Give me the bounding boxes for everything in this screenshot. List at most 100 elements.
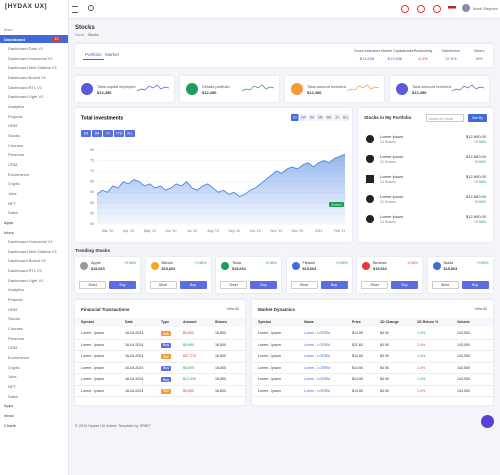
nav-item[interactable]: Personal [0,151,68,159]
message-icon[interactable] [417,5,425,13]
nav-item[interactable]: Stocks [0,315,68,323]
trending-icon [221,262,229,270]
table-cell: Lorem - Ipsum [81,388,105,393]
nav-item[interactable]: Courses [0,141,68,149]
period-button[interactable] [125,130,135,137]
short-button[interactable]: Short [361,281,388,289]
nav-item[interactable]: Jobs [0,373,68,381]
avatar[interactable] [462,4,470,12]
alert-icon[interactable] [433,5,441,13]
buy-button[interactable]: Buy [461,281,489,289]
nav-item[interactable]: Apps [0,402,68,410]
nav-item[interactable]: Projects [0,296,68,304]
range-button[interactable] [308,114,316,121]
tab[interactable]: Portfolio [83,52,104,60]
nav-item[interactable]: Stocks [0,132,68,140]
stock-price: $12,890.00 [465,174,486,179]
nav-label: Ecommerce [8,354,30,360]
search-input[interactable]: Search by Stock [426,114,464,122]
nav-item[interactable]: Sales [0,209,68,217]
range-button[interactable] [291,114,299,121]
stock-shares: 10 Shares [380,160,396,164]
metric-value: 37.6% [445,56,457,61]
nav-item[interactable]: Inbox [0,411,68,419]
table-cell: Lorem - LOREM [304,331,331,335]
nav-item[interactable]: Dashboard RTL V1 [0,83,68,91]
buy-button[interactable]: Buy [320,281,348,289]
nav-label: Crypto [8,364,20,370]
nav-item[interactable]: Courses [0,325,68,333]
stock-icon [366,135,374,143]
table-title: Market Dynamics [258,307,296,312]
nav-item[interactable]: Jobs [0,189,68,197]
range-button[interactable] [299,114,308,121]
menu-icon[interactable] [72,6,78,13]
row-divider [75,350,245,351]
buy-button[interactable]: Buy [391,281,418,289]
trending-name: Nokia [443,261,454,265]
buy-button[interactable]: Buy [250,281,277,289]
nav-item[interactable]: Dashboard Mini Sidebar V1 [0,64,68,72]
nav-item[interactable]: Dashboard Dark V1 [0,45,68,53]
period-button[interactable] [103,130,113,137]
flag-icon[interactable] [448,6,456,11]
nav-item[interactable]: Dashboard Boxed V1 [0,257,68,265]
nav-item[interactable]: Crypto [0,180,68,188]
nav-item[interactable]: Apps [0,218,68,226]
period-button[interactable] [81,130,91,137]
nav-item[interactable]: CRM [0,160,68,168]
buy-button[interactable]: Buy [109,281,136,289]
nav-item[interactable]: Analytics [0,286,68,294]
nav-label: HRM [8,123,18,129]
x-tick-label: Apr '10 [123,229,134,233]
range-button[interactable] [333,114,342,121]
trending-price: $15,663 [443,267,458,271]
nav-item[interactable]: Analytics [0,103,68,111]
chat-button[interactable] [481,415,494,428]
nav-item[interactable]: Dashboard Boxed V1 [0,74,68,82]
buy-button[interactable]: Buy [179,281,207,289]
sort-button[interactable]: Sort By [468,114,487,122]
table-header: Date [125,320,133,324]
short-button[interactable]: Short [220,281,247,289]
search-icon[interactable] [88,5,94,11]
nav-item[interactable]: HRM [0,122,68,130]
view-all[interactable]: View All [474,307,487,311]
nav-item[interactable]: Dashboard Light V1 [0,93,68,101]
range-button[interactable] [342,114,350,121]
nav-item[interactable]: Ecommerce [0,170,68,178]
period-button[interactable] [92,130,102,137]
nav-item[interactable]: Dashboard 12 [0,35,68,43]
trending-name: Apple [91,261,101,265]
view-all[interactable]: View All [226,307,239,311]
nav-item[interactable]: CRM [0,344,68,352]
nav-item[interactable]: Personal [0,334,68,342]
nav-item[interactable]: Crypto [0,363,68,371]
nav-item[interactable]: Dashboard Light V1 [0,276,68,284]
notify-icon[interactable] [401,5,409,13]
nav-item[interactable]: Ecommerce [0,353,68,361]
nav-item[interactable]: Sales [0,392,68,400]
nav-item[interactable]: Projects [0,112,68,120]
nav-item[interactable]: Dashboard RTL V1 [0,267,68,275]
nav-item[interactable]: NFT [0,199,68,207]
nav-item[interactable]: Dashboard Horizontal V1 [0,54,68,62]
range-button[interactable] [316,114,325,121]
nav-item[interactable]: Charts [0,421,68,429]
user-name[interactable]: Mark Stephen [473,6,498,11]
short-button[interactable]: Short [79,281,106,289]
nav-item[interactable]: Dashboard Horizontal V1 [0,238,68,246]
period-button[interactable] [114,130,124,137]
range-button[interactable] [325,114,333,121]
short-button[interactable]: Short [149,281,177,289]
short-button[interactable]: Short [431,281,459,289]
nav-label: Stocks [8,316,21,322]
nav-item[interactable]: HRM [0,305,68,313]
tab[interactable]: Market [105,52,119,57]
short-button[interactable]: Short [290,281,318,289]
nav-item[interactable]: Inbox [0,228,68,236]
row-divider [252,361,493,362]
nav-item[interactable]: Dashboard Mini Sidebar V1 [0,247,68,255]
breadcrumb-item[interactable]: Home [75,33,85,37]
nav-item[interactable]: NFT [0,382,68,390]
